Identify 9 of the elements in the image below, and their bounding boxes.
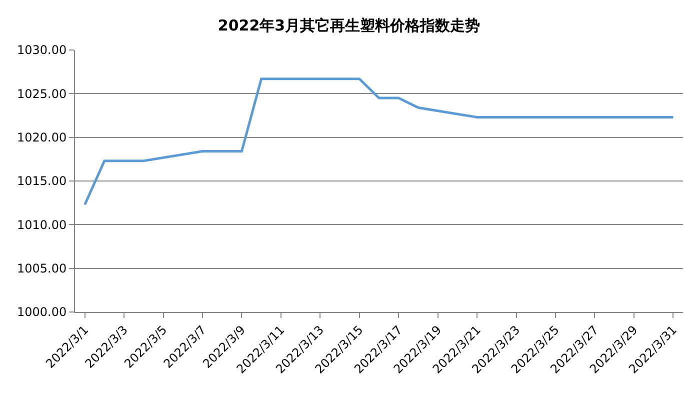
y-tick-label: 1025.00 — [16, 86, 67, 101]
y-tick-label: 1030.00 — [16, 43, 67, 58]
y-tick-label: 1020.00 — [16, 130, 67, 145]
y-tick-label: 1010.00 — [16, 218, 67, 232]
line-series — [84, 78, 674, 206]
y-tick-label: 1005.00 — [16, 262, 67, 276]
chart-title: 2022年3月其它再生塑料价格指数走势 — [218, 16, 480, 34]
y-tick-label: 1000.00 — [16, 305, 67, 320]
y-tick-label: 1015.00 — [16, 174, 67, 188]
